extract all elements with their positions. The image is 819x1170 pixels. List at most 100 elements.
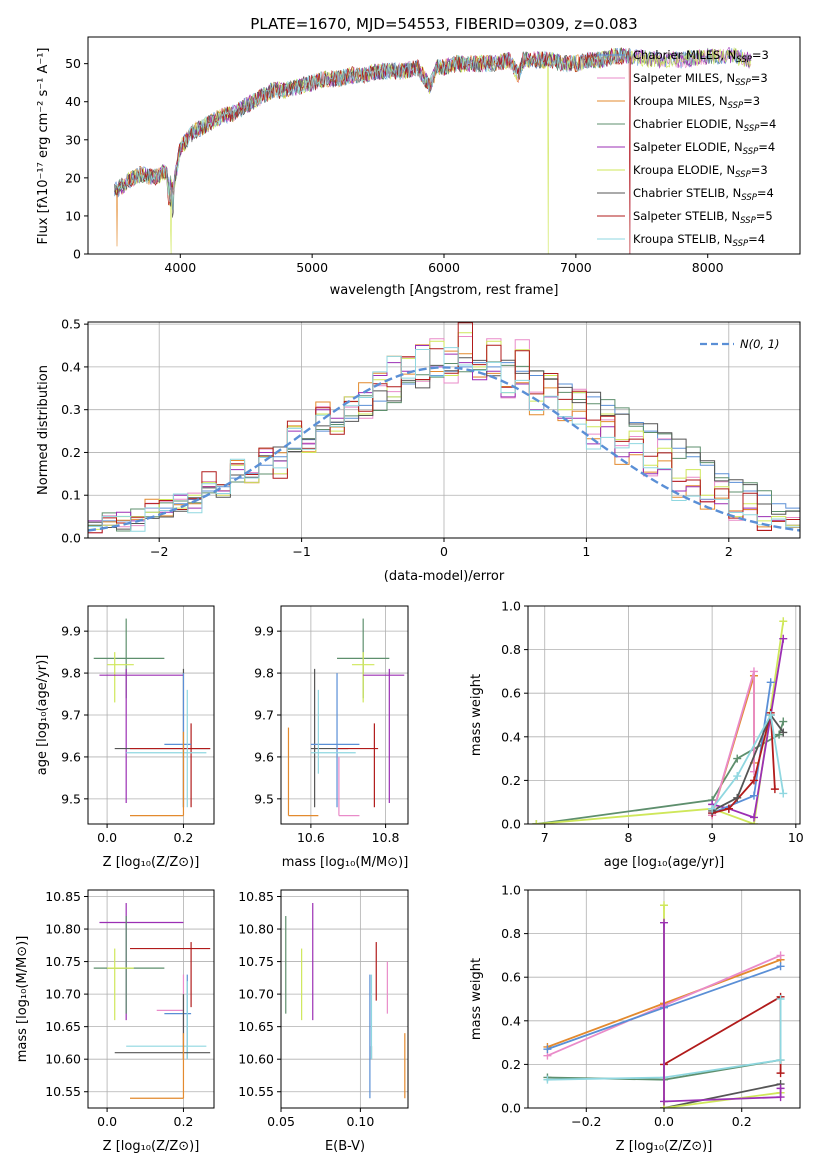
y-tick-label: 1.0: [501, 883, 521, 898]
weight-marker-kroupa-stelib: [733, 772, 742, 781]
y-tick-label: 20: [65, 170, 81, 185]
errorbars: [287, 618, 405, 817]
y-tick-label: 10.85: [45, 889, 81, 904]
weight-vs-age-panel: 7 8 9 10 0.0 0.2 0.4 0.6 0.8 1.0 age [log₁₀(age/y…: [469, 599, 804, 871]
y-tick-label: 30: [65, 132, 81, 147]
spectrum-line-chabrier-elodie: [114, 47, 752, 196]
mass-vs-Z-ylabel: mass [log₁₀(M/M⊙)]: [15, 936, 30, 1063]
weight-line-kroupa-stelib: [547, 999, 782, 1081]
weight-marker-chabrier-elodie: [779, 717, 788, 726]
weight-lines: [543, 901, 785, 1108]
weight-marker-salpeter-elodie: [779, 634, 788, 643]
legend-nssp: =4: [757, 186, 774, 200]
legend-label: Chabrier MILES, NSSP=3: [633, 48, 769, 65]
y-tick-label: 0.0: [501, 1101, 521, 1116]
y-tick-label: 9.5: [61, 791, 81, 806]
y-tick-label: 10.70: [238, 987, 274, 1002]
y-tick-label: 0.2: [501, 773, 521, 788]
legend-label: Kroupa ELODIE, NSSP=3: [633, 163, 768, 180]
y-tick-label: 0.3: [61, 402, 81, 417]
y-tick-label: 10: [65, 208, 81, 223]
y-tick-label: 10.80: [45, 922, 81, 937]
x-tick-label: 8: [624, 830, 632, 845]
y-tick-label: 9.7: [254, 708, 274, 723]
x-tick-label: 0.0: [97, 830, 117, 845]
weight-marker-salpeter-miles: [776, 951, 785, 960]
weight-marker-kroupa-stelib: [766, 711, 775, 719]
weight-line-chabrier-stelib: [663, 1083, 781, 1108]
legend-nssp: =3: [751, 71, 768, 85]
weight-vs-age-ylabel: mass weight: [469, 674, 484, 756]
x-tick-label: 4000: [164, 260, 196, 275]
legend-sub: SSP: [728, 101, 744, 111]
weight-marker-salpeter-stelib: [749, 776, 758, 785]
mass-vs-Z-panel: 0.0 0.2 10.55 10.60 10.65 10.70 10.75 10.80 10.8…: [15, 889, 215, 1154]
y-tick-label: 0.4: [501, 729, 521, 744]
legend-label: Kroupa MILES, NSSP=3: [633, 94, 760, 111]
weight-marker-kroupa-elodie: [532, 820, 541, 824]
legend-sub: SSP: [735, 170, 751, 180]
weight-marker-kroupa-elodie: [779, 617, 788, 626]
spectrum-lines: [114, 46, 752, 254]
spectrum-legend: Chabrier MILES, NSSP=3 Salpeter MILES, N S…: [597, 48, 776, 249]
y-tick-label: 0.2: [501, 1057, 521, 1072]
age-vs-Z-xlabel: Z [log₁₀(Z/Z⊙)]: [103, 855, 200, 870]
y-tick-label: 9.9: [254, 624, 274, 639]
hist-lines: [88, 322, 800, 534]
legend-sub: SSP: [740, 216, 756, 226]
y-tick-label: 10.55: [45, 1084, 81, 1099]
weight-line-salpeter-stelib: [663, 995, 782, 1108]
weight-marker-salpeter-elodie: [749, 813, 758, 822]
weight-marker-salpeter-elodie: [660, 918, 668, 927]
weight-marker-salpeter-miles: [749, 667, 758, 676]
weight-line-kroupa-stelib: [711, 712, 785, 810]
y-tick-label: 0.0: [61, 531, 81, 546]
x-tick-label: 0: [440, 544, 448, 559]
legend-nssp: =3: [752, 48, 769, 62]
y-tick-label: 0.8: [501, 926, 521, 941]
weight-lines: [532, 617, 788, 824]
y-tick-label: 10.75: [238, 954, 274, 969]
age-vs-mass-xlabel: mass [log₁₀(M/M⊙)]: [282, 855, 409, 870]
mass-vs-ebv-panel: 0.05 0.10 10.55 10.60 10.65 10.70 10.75 10.80 10…: [238, 889, 409, 1154]
weight-marker-chabrier-miles: [543, 1045, 552, 1054]
legend-sub: SSP: [741, 193, 757, 203]
age-vs-Z-panel: 0.0 0.2 9.5 9.6 9.7 9.8 9.9 Z [log₁₀(Z/Z⊙)] ag…: [35, 605, 215, 870]
y-tick-label: 0.5: [61, 317, 81, 332]
y-tick-label: 1.0: [501, 599, 521, 614]
weight-vs-age-plot: 7 8 9 10 0.0 0.2 0.4 0.6 0.8 1.0: [501, 599, 804, 846]
weight-line-chabrier-stelib: [711, 713, 785, 812]
legend-sub: SSP: [743, 147, 759, 157]
legend-label: Kroupa STELIB, NSSP=4: [633, 232, 765, 249]
y-tick-label: 10.60: [45, 1052, 81, 1067]
weight-vs-Z-plot: −0.2 0.0 0.2 0.0 0.2 0.4 0.6 0.8 1.0: [501, 883, 800, 1129]
x-tick-label: 0.0: [97, 1114, 117, 1129]
legend-nssp: =5: [756, 209, 773, 223]
spectrum-xlabel: wavelength [Angstrom, rest frame]: [330, 283, 559, 298]
residual-ylabel: Normed distribution: [36, 365, 51, 495]
weight-marker-chabrier-elodie: [775, 730, 784, 739]
y-tick-label: 10.55: [238, 1084, 274, 1099]
weight-line-salpeter-elodie: [663, 922, 782, 1103]
legend-sub: SSP: [744, 124, 760, 134]
y-tick-label: 40: [65, 94, 81, 109]
legend-series-name: Chabrier STELIB, N: [633, 186, 741, 200]
legend-series-name: Salpeter MILES, N: [633, 71, 735, 85]
x-tick-label: 10.8: [372, 830, 400, 845]
weight-marker-chabrier-miles: [776, 962, 785, 971]
weight-marker-chabrier-elodie: [733, 754, 742, 763]
legend-series-name: Salpeter ELODIE, N: [633, 140, 743, 154]
legend-label: Salpeter STELIB, NSSP=5: [633, 209, 773, 226]
weight-marker-salpeter-stelib: [770, 785, 779, 794]
legend-sub: SSP: [733, 239, 749, 249]
residual-xlabel: (data-model)/error: [384, 569, 505, 584]
normal-curve: [88, 366, 800, 532]
y-tick-label: 0.8: [501, 642, 521, 657]
mass-vs-Z-plot: 0.0 0.2 10.55 10.60 10.65 10.70 10.75 10.80 10.8…: [45, 889, 214, 1129]
spectrum-title: PLATE=1670, MJD=54553, FIBERID=0309, z=0…: [250, 15, 637, 33]
x-tick-label: 9: [708, 830, 716, 845]
y-tick-label: 10.65: [45, 1019, 81, 1034]
weight-marker-kroupa-stelib: [708, 804, 717, 813]
y-tick-label: 10.80: [238, 922, 274, 937]
age-vs-Z-ylabel: age [log₁₀(age/yr)]: [35, 655, 50, 776]
